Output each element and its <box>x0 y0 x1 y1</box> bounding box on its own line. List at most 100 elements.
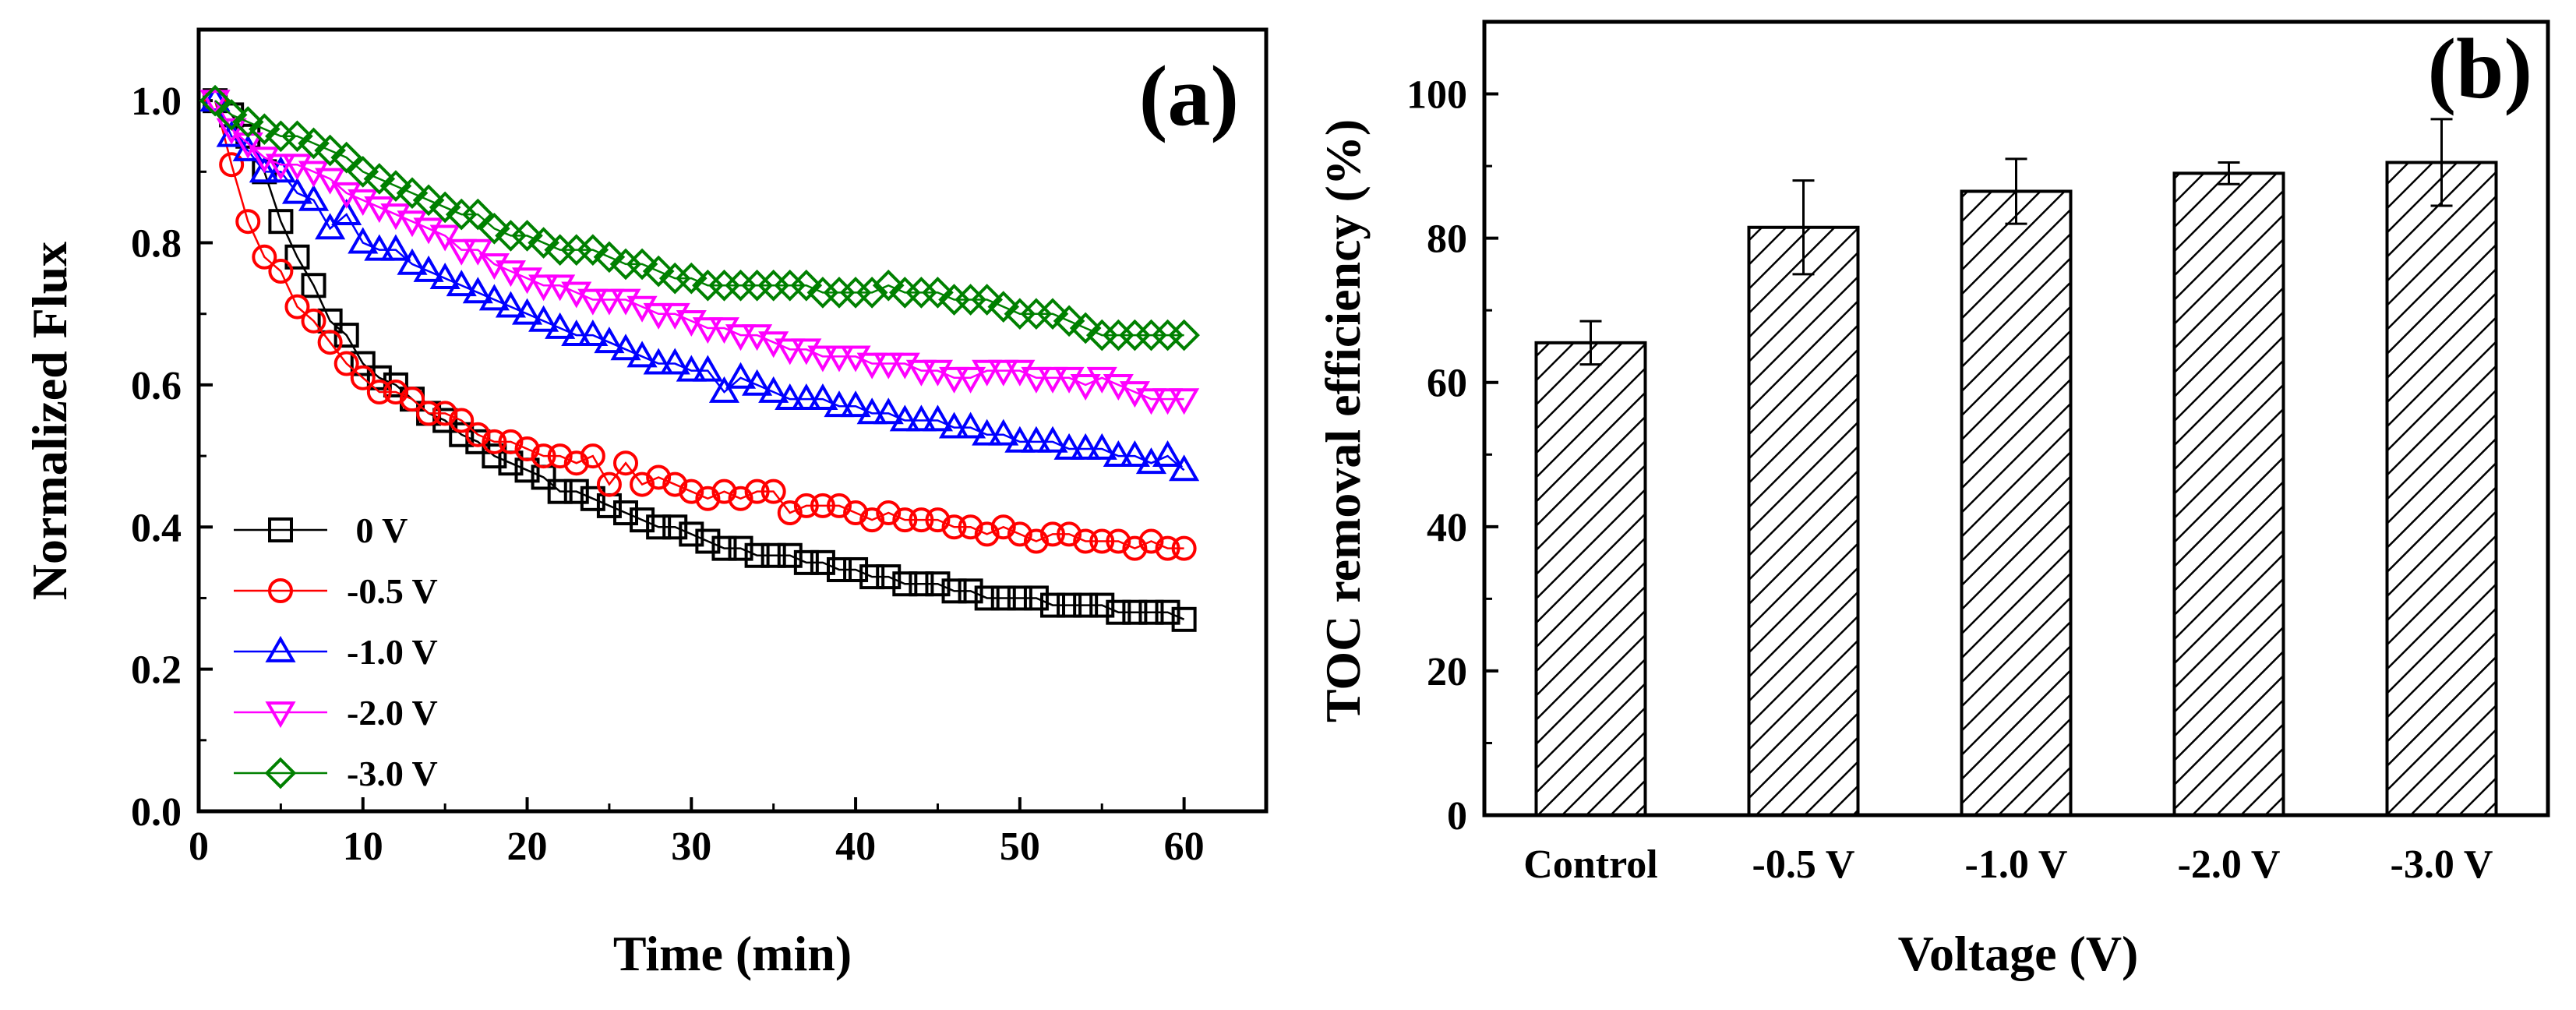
chart-a-data-point <box>662 471 688 497</box>
chart-a-data-point <box>810 493 835 518</box>
chart-a-data-point <box>593 241 626 274</box>
chart-a-data-point <box>1007 521 1032 547</box>
chart-a-data-point <box>514 436 540 461</box>
chart-a-data-point <box>580 486 605 511</box>
chart-a-data-point <box>333 323 359 348</box>
chart-a-data-point <box>972 418 1003 446</box>
chart-a-data-point <box>495 291 527 318</box>
chart-a-data-point <box>298 184 330 211</box>
chart-a-data-point <box>199 90 231 117</box>
chart-b: 0 20 40 60 80 100 Control -0.5 V -1.0 V -2.0 V -3… <box>1315 19 2550 981</box>
chart-a-data-point <box>728 535 753 561</box>
chart-a-data-point <box>1155 599 1180 625</box>
chart-a-data-point <box>268 259 294 284</box>
chart-a-data-point <box>396 177 429 210</box>
chart-a-data-point <box>366 380 392 405</box>
chart-a-data-point <box>1169 388 1200 415</box>
chart-a-series-3 <box>199 90 1200 415</box>
chart-a-data-point <box>545 312 576 339</box>
chart-a-data-point <box>613 450 638 476</box>
chart-a-data-point <box>199 85 231 112</box>
chart-a-data-point <box>793 493 819 518</box>
chart-a-data-point <box>547 479 573 504</box>
chart-a-data-point <box>1138 599 1164 625</box>
chart-a-data-point <box>859 507 885 533</box>
chart-a-data-point <box>1089 528 1115 554</box>
chart-b-x-tick-label: -2.0 V <box>2178 842 2281 887</box>
chart-a-data-point <box>528 274 559 302</box>
chart-a-legend-entry: 0 V <box>234 510 408 550</box>
chart-b-panel-label: (b) <box>2428 21 2532 116</box>
chart-a-legend-marker <box>265 635 296 662</box>
chart-a-data-point <box>383 380 408 405</box>
chart-a-y-tick-label: 0.6 <box>131 364 182 408</box>
chart-a-legend: 0 V -0.5 V -1.0 V -2.0 V -3.0 V <box>234 510 438 793</box>
chart-a-data-point <box>1053 433 1085 460</box>
chart-a-series-0 <box>203 88 1197 632</box>
chart-b-y-tick-label: 80 <box>1427 217 1467 262</box>
chart-a-data-point <box>366 365 392 390</box>
chart-b-y-tick-label: 60 <box>1427 362 1467 406</box>
chart-a-data-point <box>1037 426 1068 453</box>
chart-b-bar-group <box>2172 161 2285 817</box>
chart-a-x-axis: 0 10 20 30 40 50 60 <box>189 797 1205 869</box>
chart-a-data-point <box>642 255 675 288</box>
chart-b-y-tick-label: 20 <box>1427 650 1467 694</box>
chart-a-data-point <box>626 248 658 281</box>
chart-a-data-point <box>429 191 461 224</box>
chart-a-data-point <box>711 479 737 504</box>
chart-a-data-point <box>284 244 310 270</box>
chart-a-data-point <box>531 443 556 469</box>
chart-a-x-axis-title: Time (min) <box>613 926 852 981</box>
chart-a-data-point <box>711 535 737 561</box>
chart-a-data-point <box>400 387 425 412</box>
chart-a-data-point <box>412 184 445 217</box>
chart-a-data-point <box>938 411 970 439</box>
chart-a-data-point <box>1070 433 1101 460</box>
chart-a-data-point <box>676 355 707 382</box>
chart-a-data-point <box>856 397 887 425</box>
chart-a-legend-marker <box>265 701 296 729</box>
chart-a-data-point <box>528 305 559 332</box>
chart-a-data-point <box>856 352 887 380</box>
chart-a-data-point <box>988 418 1019 446</box>
chart-a-data-point <box>528 227 559 259</box>
chart-a-series-1 <box>203 88 1197 561</box>
chart-b-bar-group <box>1747 179 1860 818</box>
chart-a-data-point <box>1106 599 1131 625</box>
chart-a-data-point <box>350 351 376 376</box>
chart-a-data-point <box>793 549 819 575</box>
chart-a-data-point <box>465 429 491 454</box>
chart-a-data-point <box>1069 312 1102 344</box>
chart-a-data-point <box>974 585 1000 611</box>
chart-a-data-point <box>728 486 753 511</box>
chart-a-data-point <box>249 156 280 183</box>
chart-a-data-point <box>577 288 609 316</box>
chart-a-data-point <box>987 291 1020 323</box>
chart-a-data-point <box>298 127 330 160</box>
chart-a-data-point <box>1086 433 1117 460</box>
chart-b-bar <box>1960 189 2073 817</box>
chart-a-data-point <box>1152 388 1184 415</box>
chart-a-data-point <box>248 113 281 145</box>
chart-a-data-point <box>1103 440 1134 467</box>
chart-a-data-point <box>988 359 1019 387</box>
chart-a-data-point <box>843 500 869 526</box>
chart-b-bar-group <box>1960 157 2073 817</box>
chart-a-data-point <box>511 298 543 325</box>
chart-a-y-tick-label: 1.0 <box>131 79 182 124</box>
chart-a-data-point <box>742 369 773 396</box>
chart-b-bar <box>1747 225 1860 818</box>
chart-a-data-point <box>1122 535 1148 561</box>
chart-a-data-point <box>610 334 641 361</box>
chart-a-x-tick-label: 0 <box>189 825 209 869</box>
chart-a-series-4 <box>199 84 1200 351</box>
chart-a-data-point <box>215 99 248 131</box>
chart-a-data-point <box>1057 592 1082 618</box>
chart-a-data-point <box>876 564 902 590</box>
chart-a-data-point <box>1021 366 1052 394</box>
chart-a-legend-label: -0.5 V <box>347 571 438 611</box>
chart-b-y-axis-title: TOC removal efficiency (%) <box>1315 119 1371 722</box>
chart-a-data-point <box>252 244 277 270</box>
